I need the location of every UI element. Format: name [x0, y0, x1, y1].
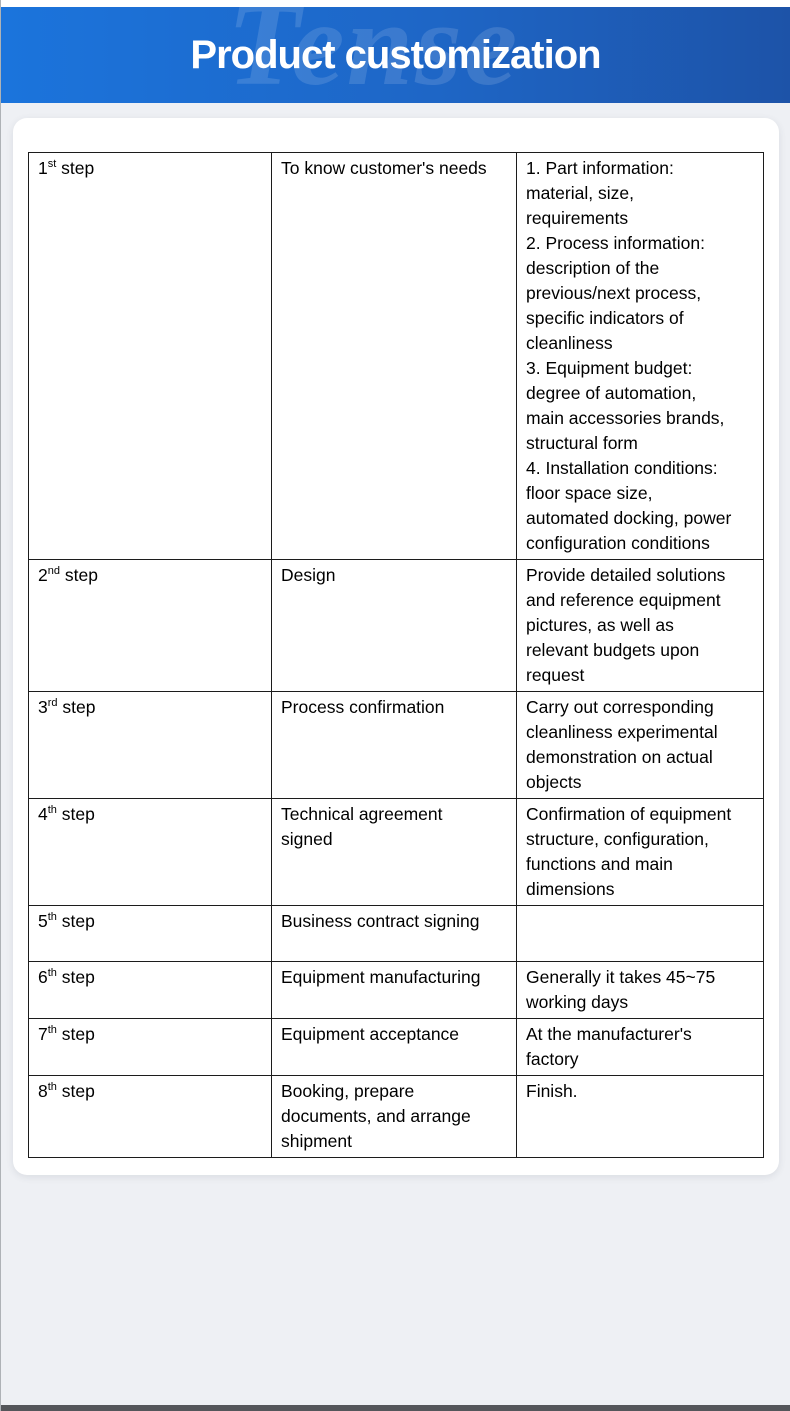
process-cell: Design — [271, 559, 517, 692]
top-white-strip — [1, 0, 790, 7]
details-cell: Finish. — [516, 1075, 764, 1158]
step-word: step — [56, 804, 95, 824]
step-word: step — [56, 1024, 95, 1044]
step-number: 1 — [38, 158, 48, 178]
step-ordinal-suffix: st — [47, 158, 57, 171]
details-cell: Confirmation of equipment structure, con… — [516, 798, 764, 906]
table-row: 3rd step Process confirmation Carry out co… — [28, 691, 764, 799]
step-word: step — [59, 565, 98, 585]
process-cell: Technical agreement signed — [271, 798, 517, 906]
process-cell: Business contract signing — [271, 905, 517, 962]
step-cell: 6th step — [28, 961, 272, 1019]
bottom-bar — [1, 1405, 790, 1411]
step-number: 4 — [38, 804, 48, 824]
step-ordinal-suffix: nd — [47, 565, 60, 578]
details-cell: At the manufacturer's factory — [516, 1018, 764, 1076]
details-cell: Generally it takes 45~75 working days — [516, 961, 764, 1019]
step-word: step — [56, 1081, 95, 1101]
content-card: 1st step To know customer's needs 1. Part … — [13, 118, 779, 1175]
step-ordinal-suffix: th — [47, 911, 57, 924]
table-row: 6th step Equipment manufacturing Generally… — [28, 961, 764, 1019]
table-row: 8th step Booking, prepare documents, and … — [28, 1075, 764, 1158]
steps-table: 1st step To know customer's needs 1. Part … — [28, 152, 764, 1158]
step-number: 6 — [38, 967, 48, 987]
process-cell: Booking, prepare documents, and arrange … — [271, 1075, 517, 1158]
details-cell: Provide detailed solutions and reference… — [516, 559, 764, 692]
table-row: 1st step To know customer's needs 1. Part … — [28, 152, 764, 560]
process-cell: Equipment manufacturing — [271, 961, 517, 1019]
step-cell: 4th step — [28, 798, 272, 906]
step-number: 7 — [38, 1024, 48, 1044]
details-cell: Carry out corresponding cleanliness expe… — [516, 691, 764, 799]
banner: Tense Product customization — [1, 7, 790, 103]
process-cell: Equipment acceptance — [271, 1018, 517, 1076]
step-ordinal-suffix: th — [47, 804, 57, 817]
step-word: step — [57, 697, 96, 717]
table-row: 5th step Business contract signing — [28, 905, 764, 962]
step-cell: 3rd step — [28, 691, 272, 799]
process-cell: To know customer's needs — [271, 152, 517, 560]
step-ordinal-suffix: rd — [47, 697, 58, 710]
step-ordinal-suffix: th — [47, 1081, 57, 1094]
step-number: 2 — [38, 565, 48, 585]
step-cell: 8th step — [28, 1075, 272, 1158]
step-cell: 5th step — [28, 905, 272, 962]
table-row: 7th step Equipment acceptance At the manuf… — [28, 1018, 764, 1076]
step-number: 5 — [38, 911, 48, 931]
step-ordinal-suffix: th — [47, 1024, 57, 1037]
step-cell: 2nd step — [28, 559, 272, 692]
step-word: step — [56, 911, 95, 931]
page-title: Product customization — [190, 32, 601, 77]
step-number: 8 — [38, 1081, 48, 1101]
step-number: 3 — [38, 697, 48, 717]
step-word: step — [56, 158, 95, 178]
step-cell: 7th step — [28, 1018, 272, 1076]
step-cell: 1st step — [28, 152, 272, 560]
process-cell: Process confirmation — [271, 691, 517, 799]
details-cell: 1. Part information: material, size, req… — [516, 152, 764, 560]
table-row: 4th step Technical agreement signed Confir… — [28, 798, 764, 906]
details-cell — [516, 905, 764, 962]
step-word: step — [56, 967, 95, 987]
step-ordinal-suffix: th — [47, 967, 57, 980]
table-row: 2nd step Design Provide detailed solutions… — [28, 559, 764, 692]
